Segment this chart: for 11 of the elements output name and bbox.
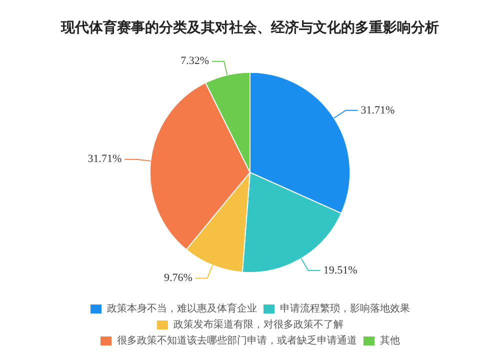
data-label: 9.76%	[164, 272, 192, 284]
legend-label: 政策本身不当，难以惠及体育企业	[107, 302, 257, 315]
legend-label: 申请流程繁琐，影响落地效果	[280, 302, 410, 315]
data-label: 19.51%	[323, 264, 358, 276]
data-label: 7.32%	[180, 55, 209, 68]
legend-label: 政策发布渠道有限，对很多政策不了解	[174, 318, 344, 331]
data-label: 31.71%	[88, 153, 122, 166]
chart-title: 现代体育赛事的分类及其对社会、经济与文化的多重影响分析	[60, 19, 439, 36]
legend-label: 很多政策不知道该去哪些部门申请，或者缺乏申请通道	[117, 334, 357, 347]
legend-label: 其他	[380, 334, 400, 347]
data-label: 31.71%	[360, 104, 395, 116]
